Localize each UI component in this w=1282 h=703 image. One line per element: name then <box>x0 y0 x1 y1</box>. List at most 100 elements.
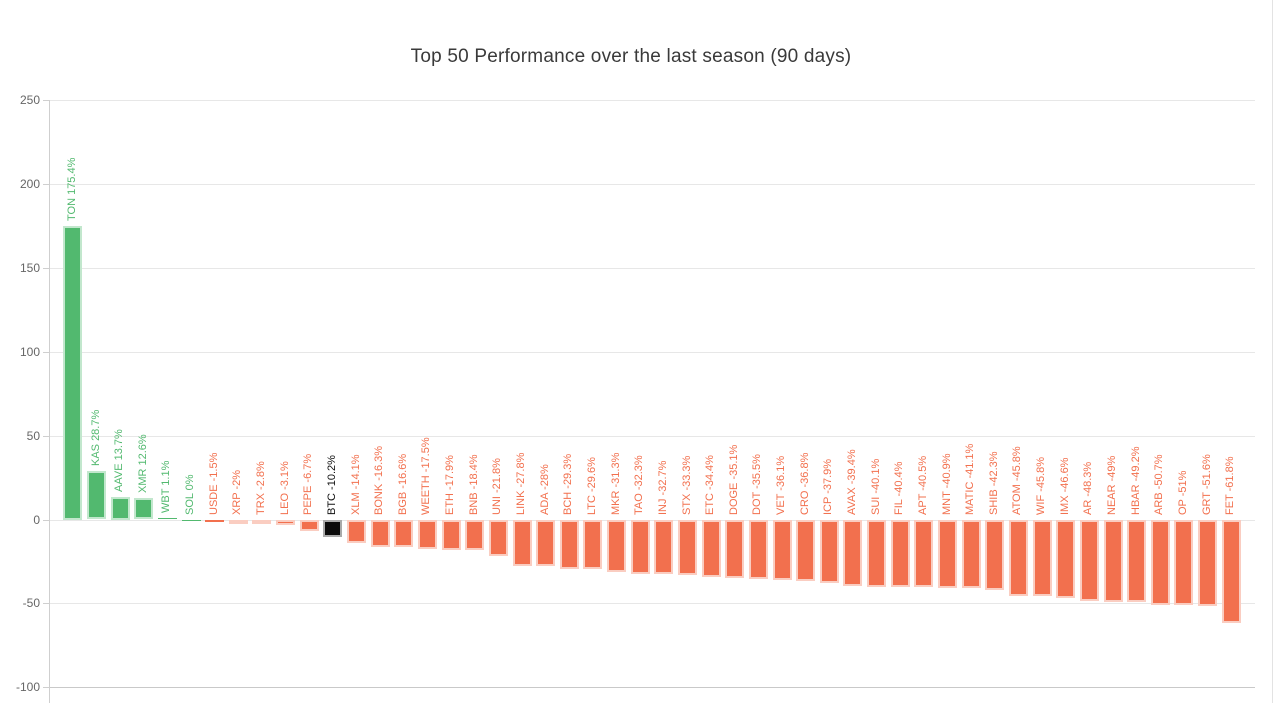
bar-INJ[interactable] <box>654 519 674 575</box>
chart-title: Top 50 Performance over the last season … <box>410 46 852 67</box>
bar-label-SUI: SUI -40.1% <box>869 458 882 515</box>
bar-AVAX[interactable] <box>843 519 863 586</box>
bar-MKR[interactable] <box>607 519 626 572</box>
bar-TAO[interactable] <box>630 519 650 574</box>
bar-MNT[interactable] <box>938 519 957 589</box>
y-axis-tick-label: 250 <box>19 93 40 108</box>
bar-label-ICP: ICP -37.9% <box>822 458 835 515</box>
bar-SUI[interactable] <box>867 519 887 587</box>
bar-label-LINK: LINK -27.8% <box>515 452 527 515</box>
bar-label-UNI: UNI -21.8% <box>491 457 504 515</box>
bar-GRT[interactable] <box>1198 519 1217 606</box>
bar-label-MNT: MNT -40.9% <box>940 452 953 515</box>
bar-BCH[interactable] <box>559 519 579 569</box>
bar-label-ETC: ETC -34.4% <box>704 454 717 515</box>
bar-label-GRT: GRT -51.6% <box>1200 453 1213 515</box>
bar-BGB[interactable] <box>394 519 414 548</box>
bar-DOGE[interactable] <box>725 519 745 579</box>
bar-WEETH[interactable] <box>417 519 437 549</box>
panel-divider <box>1272 0 1273 703</box>
bar-label-HBAR: HBAR -49.2% <box>1129 446 1142 515</box>
bar-label-SHIB: SHIB -42.3% <box>987 450 1000 515</box>
gridline-y-100 <box>49 351 1255 353</box>
y-axis-tick <box>43 687 49 689</box>
bar-UNI[interactable] <box>488 519 508 556</box>
bar-USDE[interactable] <box>205 519 225 522</box>
y-axis-tick <box>43 603 49 605</box>
bar-BNB[interactable] <box>465 519 485 551</box>
bar-label-BTC: BTC -10.2% <box>325 454 338 515</box>
bar-SHIB[interactable] <box>985 519 1005 591</box>
bar-label-APT: APT -40.5% <box>916 455 929 515</box>
y-axis-tick-label: 50 <box>26 428 40 443</box>
bar-LINK[interactable] <box>512 519 532 567</box>
bar-ETC[interactable] <box>701 519 721 578</box>
bar-label-ETH: ETH -17.9% <box>444 454 457 515</box>
bar-ARB[interactable] <box>1150 519 1170 605</box>
y-axis-tick <box>43 351 49 353</box>
y-axis-tick <box>43 268 49 270</box>
gridline-y-150 <box>49 268 1255 270</box>
bar-XMR[interactable] <box>134 498 154 520</box>
gridline-y--100 <box>49 687 1255 689</box>
y-axis-tick <box>43 184 49 186</box>
gridline-y-50 <box>49 435 1255 437</box>
bar-ETH[interactable] <box>441 519 461 550</box>
bar-AAVE[interactable] <box>110 496 130 520</box>
y-axis-tick-label: 100 <box>19 344 40 359</box>
y-axis-tick-label: 200 <box>19 177 40 192</box>
bar-WBT[interactable] <box>157 517 177 520</box>
bar-ADA[interactable] <box>536 519 556 567</box>
bar-FIL[interactable] <box>890 519 910 588</box>
bar-XRP[interactable] <box>228 519 248 524</box>
bar-label-USDE: USDE -1.5% <box>207 452 220 515</box>
bar-LEO[interactable] <box>276 519 296 525</box>
bar-label-OP: OP -51% <box>1176 470 1189 515</box>
y-axis-tick-label: 0 <box>33 512 40 527</box>
y-axis-tick <box>43 519 49 521</box>
bar-label-LTC: LTC -29.6% <box>585 456 598 515</box>
bar-FET[interactable] <box>1221 519 1241 624</box>
bar-OP[interactable] <box>1174 519 1194 605</box>
bar-STX[interactable] <box>678 519 697 576</box>
bar-label-FET: FET -61.8% <box>1224 456 1237 515</box>
bar-BTC[interactable] <box>323 519 343 537</box>
bar-label-IMX: IMX -46.6% <box>1058 457 1071 515</box>
y-axis-line <box>49 100 50 703</box>
bar-VET[interactable] <box>772 519 792 580</box>
bar-ATOM[interactable] <box>1008 519 1028 597</box>
bar-WIF[interactable] <box>1032 519 1052 597</box>
bar-BONK[interactable] <box>370 519 390 547</box>
bar-APT[interactable] <box>914 519 934 588</box>
bar-CRO[interactable] <box>796 519 816 582</box>
bar-label-PEPE: PEPE -6.7% <box>302 453 315 515</box>
bar-KAS[interactable] <box>87 471 106 520</box>
y-axis-tick-label: 150 <box>19 261 40 276</box>
bar-label-TON: TON 175.4% <box>65 157 78 221</box>
bar-label-WIF: WIF -45.8% <box>1035 456 1048 515</box>
bar-TON[interactable] <box>63 225 83 520</box>
y-axis-tick <box>43 100 49 102</box>
bar-ICP[interactable] <box>819 519 839 583</box>
bar-SOL[interactable] <box>181 519 201 521</box>
gridline-y--50 <box>49 603 1255 605</box>
bar-label-BGB: BGB -16.6% <box>396 453 409 515</box>
bar-PEPE[interactable] <box>299 519 319 531</box>
bar-TRX[interactable] <box>252 519 272 525</box>
bar-LTC[interactable] <box>583 519 603 570</box>
bar-MATIC[interactable] <box>961 519 981 589</box>
bar-label-SOL: SOL 0% <box>184 473 196 515</box>
bar-AR[interactable] <box>1079 519 1099 601</box>
bar-DOT[interactable] <box>748 519 768 579</box>
y-axis-tick-label: -100 <box>15 680 40 695</box>
bar-label-LEO: LEO -3.1% <box>278 460 291 515</box>
bar-XLM[interactable] <box>347 519 366 544</box>
bar-NEAR[interactable] <box>1103 519 1123 602</box>
bar-HBAR[interactable] <box>1127 519 1147 602</box>
bar-label-TRX: TRX -2.8% <box>254 460 267 515</box>
bar-label-ADA: ADA -28% <box>538 463 551 515</box>
bar-label-BONK: BONK -16.3% <box>373 445 386 515</box>
bar-label-INJ: INJ -32.7% <box>656 460 669 515</box>
bar-IMX[interactable] <box>1056 519 1076 598</box>
bar-label-NEAR: NEAR -49% <box>1106 455 1118 515</box>
